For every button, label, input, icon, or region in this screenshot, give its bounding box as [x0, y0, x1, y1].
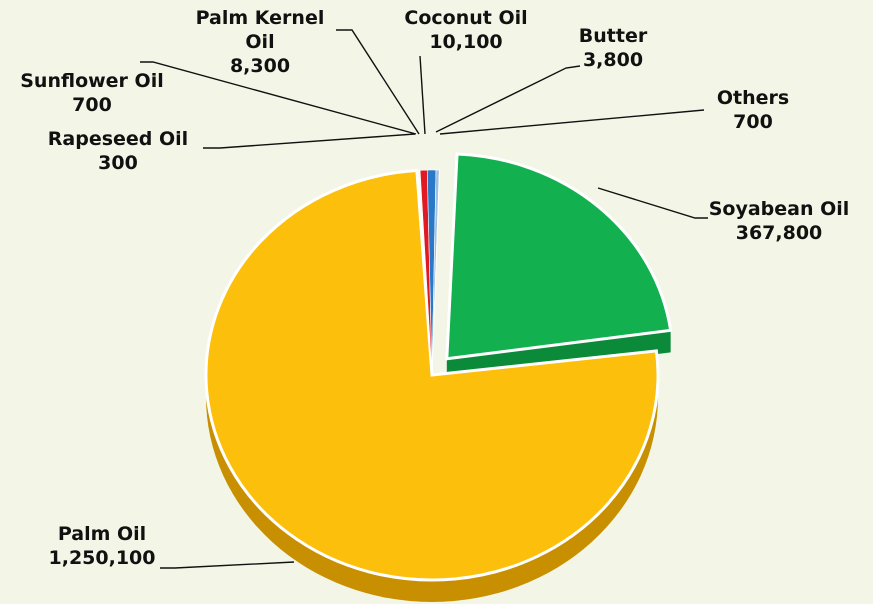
data-label-palm-oil: Palm Oil 1,250,100 — [49, 523, 156, 569]
label-name-line: Rapeseed Oil — [48, 128, 188, 150]
label-name-line: Others — [717, 87, 789, 109]
slice-soyabean-oil — [445, 152, 673, 361]
data-label-soyabean-oil: Soyabean Oil 367,800 — [709, 198, 850, 244]
label-value: 367,800 — [736, 222, 823, 244]
data-labels: Palm Kernel Oil 8,300 Coconut Oil 10,100 Butt… — [20, 7, 849, 569]
leader-lines — [140, 29, 708, 569]
label-name-line: Coconut Oil — [404, 7, 527, 29]
data-label-others: Others 700 — [717, 87, 789, 133]
label-value: 8,300 — [230, 55, 290, 77]
label-value: 10,100 — [429, 31, 502, 53]
label-value: 300 — [98, 152, 138, 174]
slice-others — [431, 169, 441, 376]
slice-palm-oil — [204, 168, 660, 582]
label-name-line: Palm Oil — [58, 523, 146, 545]
leader-line-soyabean-oil — [597, 187, 708, 219]
leader-line-butter — [435, 65, 581, 133]
label-name-line: Oil — [245, 31, 274, 53]
label-name-line: Soyabean Oil — [709, 198, 850, 220]
leader-line-sunflower-oil — [140, 61, 417, 135]
data-label-sunflower-oil: Sunflower Oil 700 — [20, 70, 163, 116]
label-name-line: Palm Kernel — [196, 7, 325, 29]
label-value: 700 — [72, 94, 112, 116]
data-label-butter: Butter 3,800 — [579, 25, 648, 71]
label-value: 3,800 — [583, 49, 643, 71]
data-label-coconut-oil: Coconut Oil 10,100 — [404, 7, 527, 53]
label-name-line: Sunflower Oil — [20, 70, 163, 92]
pie-slices — [204, 152, 673, 582]
label-value: 1,250,100 — [49, 547, 156, 569]
label-value: 700 — [733, 111, 773, 133]
data-label-rapeseed-oil: Rapeseed Oil 300 — [48, 128, 188, 174]
data-label-palm-kernel-oil: Palm Kernel Oil 8,300 — [196, 7, 325, 77]
leader-line-coconut-oil — [419, 55, 426, 135]
label-name-line: Butter — [579, 25, 648, 47]
leader-line-palm-kernel-oil — [336, 29, 420, 135]
leader-line-others — [439, 109, 705, 135]
leader-line-rapeseed-oil — [203, 133, 416, 149]
leader-line-palm-oil — [160, 561, 295, 569]
